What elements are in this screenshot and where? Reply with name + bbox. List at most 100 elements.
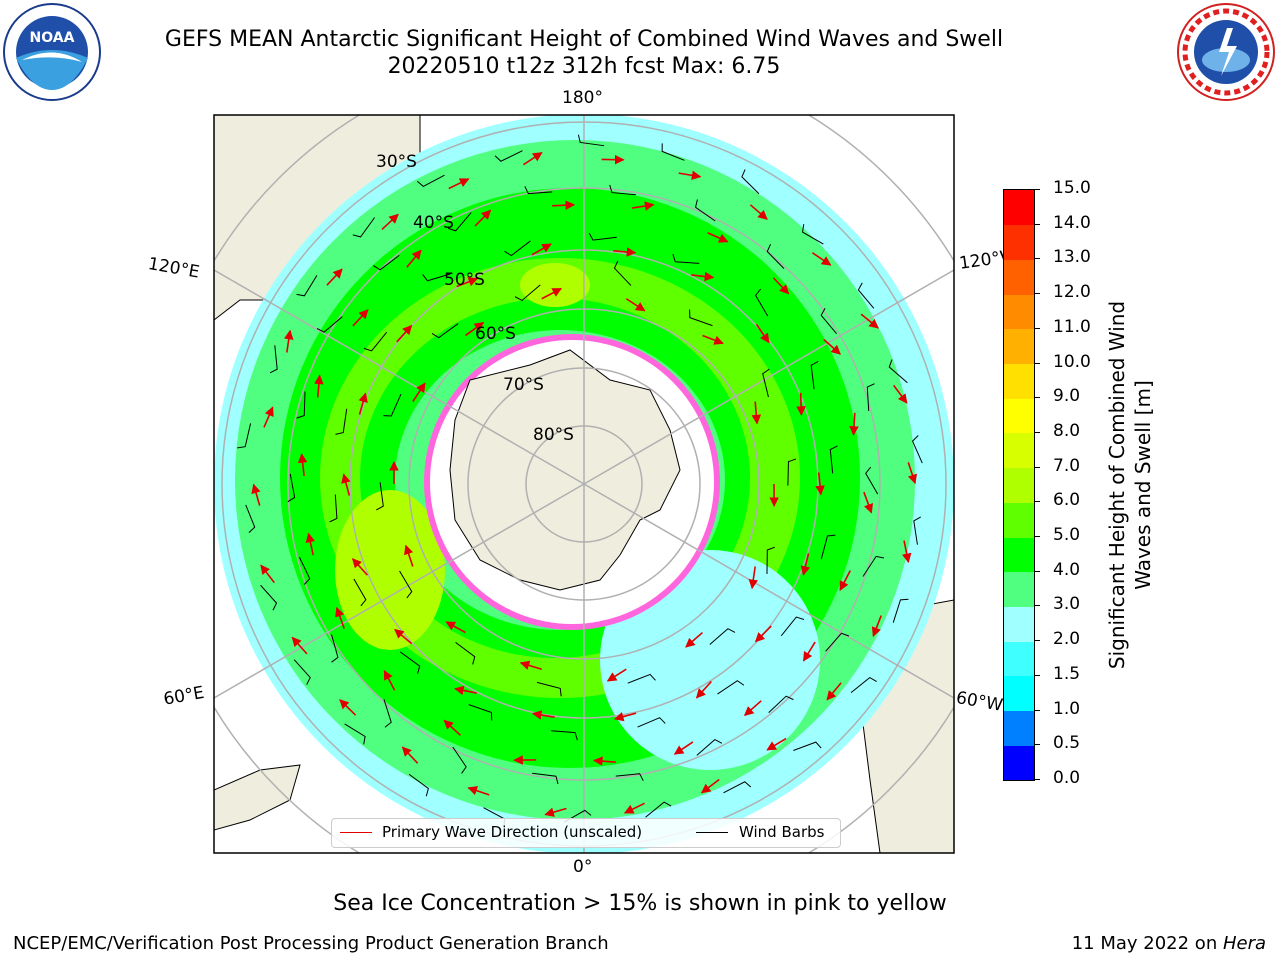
wave-direction-arrow <box>474 209 492 227</box>
wave-direction-arrow <box>541 287 563 300</box>
wind-barb <box>768 695 794 713</box>
wave-direction-arrow <box>401 746 419 764</box>
wind-barb <box>452 746 467 774</box>
colorbar-segment <box>1004 710 1034 746</box>
wind-barb <box>363 331 388 352</box>
wave-direction-arrow <box>467 786 490 796</box>
colorbar-tick-mark <box>1034 709 1040 711</box>
wind-barb <box>335 408 348 435</box>
colorbar-tick-label: 8.0 <box>1053 420 1081 441</box>
wind-barb <box>857 282 875 309</box>
wind-barb <box>376 482 384 511</box>
wave-direction-arrow <box>404 544 414 567</box>
wave-direction-arrow <box>691 271 715 282</box>
colorbar-tick-label: 1.5 <box>1053 663 1081 684</box>
colorbar-segment <box>1004 432 1034 469</box>
legend-barb-label: Wind Barbs <box>739 823 825 841</box>
legend-barb-line <box>696 832 728 833</box>
wind-barb <box>399 570 413 599</box>
colorbar-tick-mark <box>1034 258 1040 260</box>
wave-direction-arrow <box>749 204 768 220</box>
wind-barb <box>689 309 713 327</box>
wind-barb <box>422 273 451 282</box>
wind-barb <box>551 730 578 741</box>
colorbar-tick-label: 14.0 <box>1053 212 1091 233</box>
wave-direction-arrow <box>772 277 790 295</box>
colorbar-tick-label: 15.0 <box>1053 178 1091 198</box>
colorbar-tick-mark <box>1034 501 1040 503</box>
wind-barb <box>913 516 921 545</box>
wind-barb <box>696 738 723 756</box>
wind-barb <box>645 801 672 818</box>
wave-direction-arrow <box>766 737 787 751</box>
colorbar-tick-mark <box>1034 327 1040 329</box>
wave-direction-arrow <box>743 700 762 717</box>
wind-barb <box>615 773 644 782</box>
wave-direction-arrow <box>445 621 466 634</box>
lat-label-50s: 50°S <box>444 270 485 290</box>
wave-direction-arrow <box>871 615 882 637</box>
wind-barb <box>447 212 472 232</box>
wave-direction-arrow <box>907 462 918 485</box>
colorbar-segment <box>1004 502 1034 538</box>
wave-direction-arrow <box>465 321 485 337</box>
wave-direction-arrow <box>685 631 703 648</box>
wind-barb <box>801 224 824 245</box>
wind-barb <box>296 391 306 419</box>
legend-wave-line <box>340 832 372 833</box>
wind-barb <box>408 773 429 797</box>
colorbar-tick-label: 11.0 <box>1053 316 1091 337</box>
legend-wave-label: Primary Wave Direction (unscaled) <box>382 823 643 841</box>
wave-direction-arrow <box>263 406 274 428</box>
colorbar-tick-mark <box>1034 223 1040 225</box>
wind-barb <box>330 634 339 663</box>
national-weather-service-logo-icon <box>1177 3 1275 101</box>
wind-barb <box>536 681 562 697</box>
wave-direction-arrow <box>811 252 832 266</box>
wave-direction-arrow <box>522 151 543 166</box>
wave-direction-arrow <box>291 636 308 655</box>
wave-direction-arrow <box>702 334 724 345</box>
wave-direction-arrow <box>606 668 627 682</box>
wave-direction-arrow <box>751 401 762 425</box>
colorbar-tick-label: 6.0 <box>1053 490 1081 511</box>
wave-direction-arrow <box>412 382 426 403</box>
wave-direction-arrow <box>826 682 842 701</box>
wind-barb <box>672 253 700 264</box>
colorbar-segment <box>1004 641 1034 677</box>
wave-direction-arrow <box>815 472 825 496</box>
wind-barb <box>316 316 343 333</box>
colorbar-tick-label: 0.0 <box>1053 768 1081 788</box>
wave-direction-arrow <box>454 685 477 696</box>
colorbar-segment <box>1004 467 1034 503</box>
colorbar-tick-mark <box>1034 189 1040 190</box>
wind-barb <box>237 423 252 449</box>
wind-barb <box>353 578 367 607</box>
map-subtitle: 20220510 t12z 312h fcst Max: 6.75 <box>387 54 781 79</box>
colorbar-tick-mark <box>1034 362 1040 364</box>
colorbar-segment <box>1004 259 1034 295</box>
wave-direction-arrow <box>448 178 470 190</box>
wave-direction-arrow <box>893 384 908 404</box>
wave-direction-arrow <box>754 625 772 643</box>
wave-direction-arrow <box>339 699 357 716</box>
colorbar-tick-mark <box>1034 536 1040 538</box>
lat-label-40s: 40°S <box>413 213 454 233</box>
wave-direction-arrow <box>544 807 567 817</box>
wave-direction-arrow <box>251 483 261 506</box>
wave-direction-arrow <box>700 778 720 794</box>
wind-barb <box>762 368 770 398</box>
wave-direction-arrow <box>755 323 770 344</box>
colorbar-segment <box>1004 224 1034 260</box>
colorbar-tick-mark <box>1034 640 1040 642</box>
wave-direction-arrow <box>839 570 851 591</box>
colorbar-tick-label: 7.0 <box>1053 455 1081 476</box>
wind-barb <box>468 704 493 721</box>
wave-direction-arrow <box>383 669 396 691</box>
wind-barb <box>829 445 838 474</box>
wind-barb <box>661 143 685 161</box>
wind-barb <box>298 556 311 585</box>
wind-barb <box>431 323 459 339</box>
wind-barb <box>494 150 523 162</box>
colorbar-segment <box>1004 675 1034 712</box>
